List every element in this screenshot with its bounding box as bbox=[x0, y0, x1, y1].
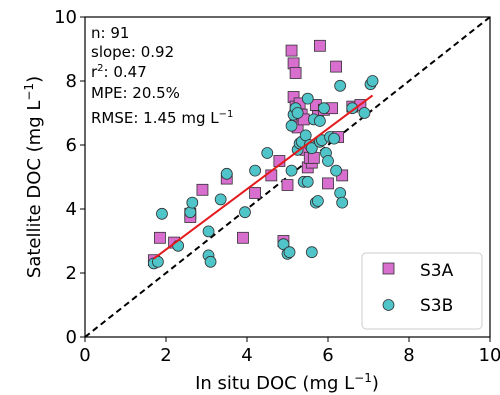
y-tick-label: 8 bbox=[66, 71, 77, 92]
point-s3a bbox=[330, 60, 343, 73]
point-s3a bbox=[285, 44, 298, 57]
point-s3b bbox=[318, 102, 330, 115]
point-s3b bbox=[214, 193, 227, 206]
x-tick-label: 10 bbox=[479, 345, 500, 366]
point-s3b bbox=[285, 119, 298, 132]
point-s3b bbox=[334, 187, 347, 199]
point-s3b bbox=[358, 107, 371, 119]
axis-ticks: 0 2 4 6 8 10 0 2 4 6 8 10 bbox=[54, 7, 500, 366]
legend-label-s3b: S3B bbox=[420, 296, 453, 316]
point-s3a bbox=[322, 177, 334, 190]
point-s3b bbox=[330, 164, 343, 177]
point-s3b bbox=[305, 246, 318, 259]
point-s3a bbox=[154, 231, 166, 244]
point-s3b bbox=[239, 206, 251, 219]
legend: S3A S3B bbox=[361, 252, 483, 330]
x-axis-label: In situ DOC (mg L−1) bbox=[195, 371, 379, 394]
y-tick-label: 6 bbox=[66, 135, 77, 156]
y-tick-label: 2 bbox=[66, 263, 77, 284]
y-tick-label: 4 bbox=[66, 199, 77, 220]
point-s3b bbox=[305, 142, 318, 155]
legend-label-s3a: S3A bbox=[420, 261, 454, 281]
x-tick-label: 0 bbox=[79, 345, 90, 366]
point-s3b bbox=[322, 155, 334, 167]
point-s3b bbox=[291, 107, 304, 119]
point-s3b bbox=[301, 92, 314, 105]
point-s3b bbox=[184, 206, 197, 219]
point-s3b bbox=[346, 102, 359, 115]
point-s3a bbox=[237, 231, 249, 244]
y-axis-label: Satellite DOC (mg L−1) bbox=[22, 76, 45, 278]
point-s3b bbox=[261, 147, 274, 159]
point-s3b bbox=[313, 115, 326, 127]
point-s3b bbox=[328, 132, 340, 145]
point-s3b bbox=[311, 195, 324, 207]
point-s3b bbox=[366, 75, 379, 87]
point-s3a bbox=[249, 187, 262, 199]
point-s3b bbox=[285, 164, 298, 177]
x-tick-label: 6 bbox=[322, 345, 333, 366]
regression-line bbox=[153, 94, 374, 260]
point-s3a bbox=[313, 39, 326, 52]
point-s3b bbox=[220, 167, 233, 180]
data-points bbox=[147, 39, 379, 270]
point-s3a bbox=[307, 151, 320, 164]
point-s3a bbox=[196, 183, 209, 196]
x-tick-label: 2 bbox=[160, 345, 171, 366]
legend-marker-s3b bbox=[382, 299, 395, 311]
point-s3b bbox=[334, 79, 347, 92]
point-s3b bbox=[283, 246, 296, 259]
point-s3a bbox=[289, 67, 302, 79]
stat-n: n: 91 bbox=[91, 24, 129, 42]
point-s3b bbox=[204, 255, 217, 268]
point-s3b bbox=[336, 196, 349, 209]
x-tick-label: 4 bbox=[241, 345, 252, 366]
point-s3b bbox=[202, 225, 215, 238]
stats-annotation: n: 91 slope: 0.92 r2: 0.47 MPE: 20.5% RM… bbox=[91, 24, 233, 127]
reference-lines bbox=[84, 16, 491, 338]
stat-slope: slope: 0.92 bbox=[91, 43, 174, 61]
point-s3b bbox=[301, 175, 314, 188]
one-to-one-line bbox=[84, 16, 491, 338]
point-s3b bbox=[249, 164, 262, 177]
y-tick-label: 0 bbox=[66, 327, 77, 348]
y-tick-label: 10 bbox=[54, 7, 77, 28]
legend-marker-s3a bbox=[382, 262, 395, 275]
point-s3a bbox=[281, 179, 294, 191]
point-s3b bbox=[172, 239, 185, 252]
stat-mpe: MPE: 20.5% bbox=[91, 84, 180, 102]
stat-r2: r2: 0.47 bbox=[91, 63, 147, 81]
point-s3b bbox=[156, 207, 168, 220]
stat-rmse: RMSE: 1.45 mg L−1 bbox=[91, 109, 233, 127]
point-s3b bbox=[186, 196, 199, 209]
x-tick-label: 8 bbox=[403, 345, 414, 366]
